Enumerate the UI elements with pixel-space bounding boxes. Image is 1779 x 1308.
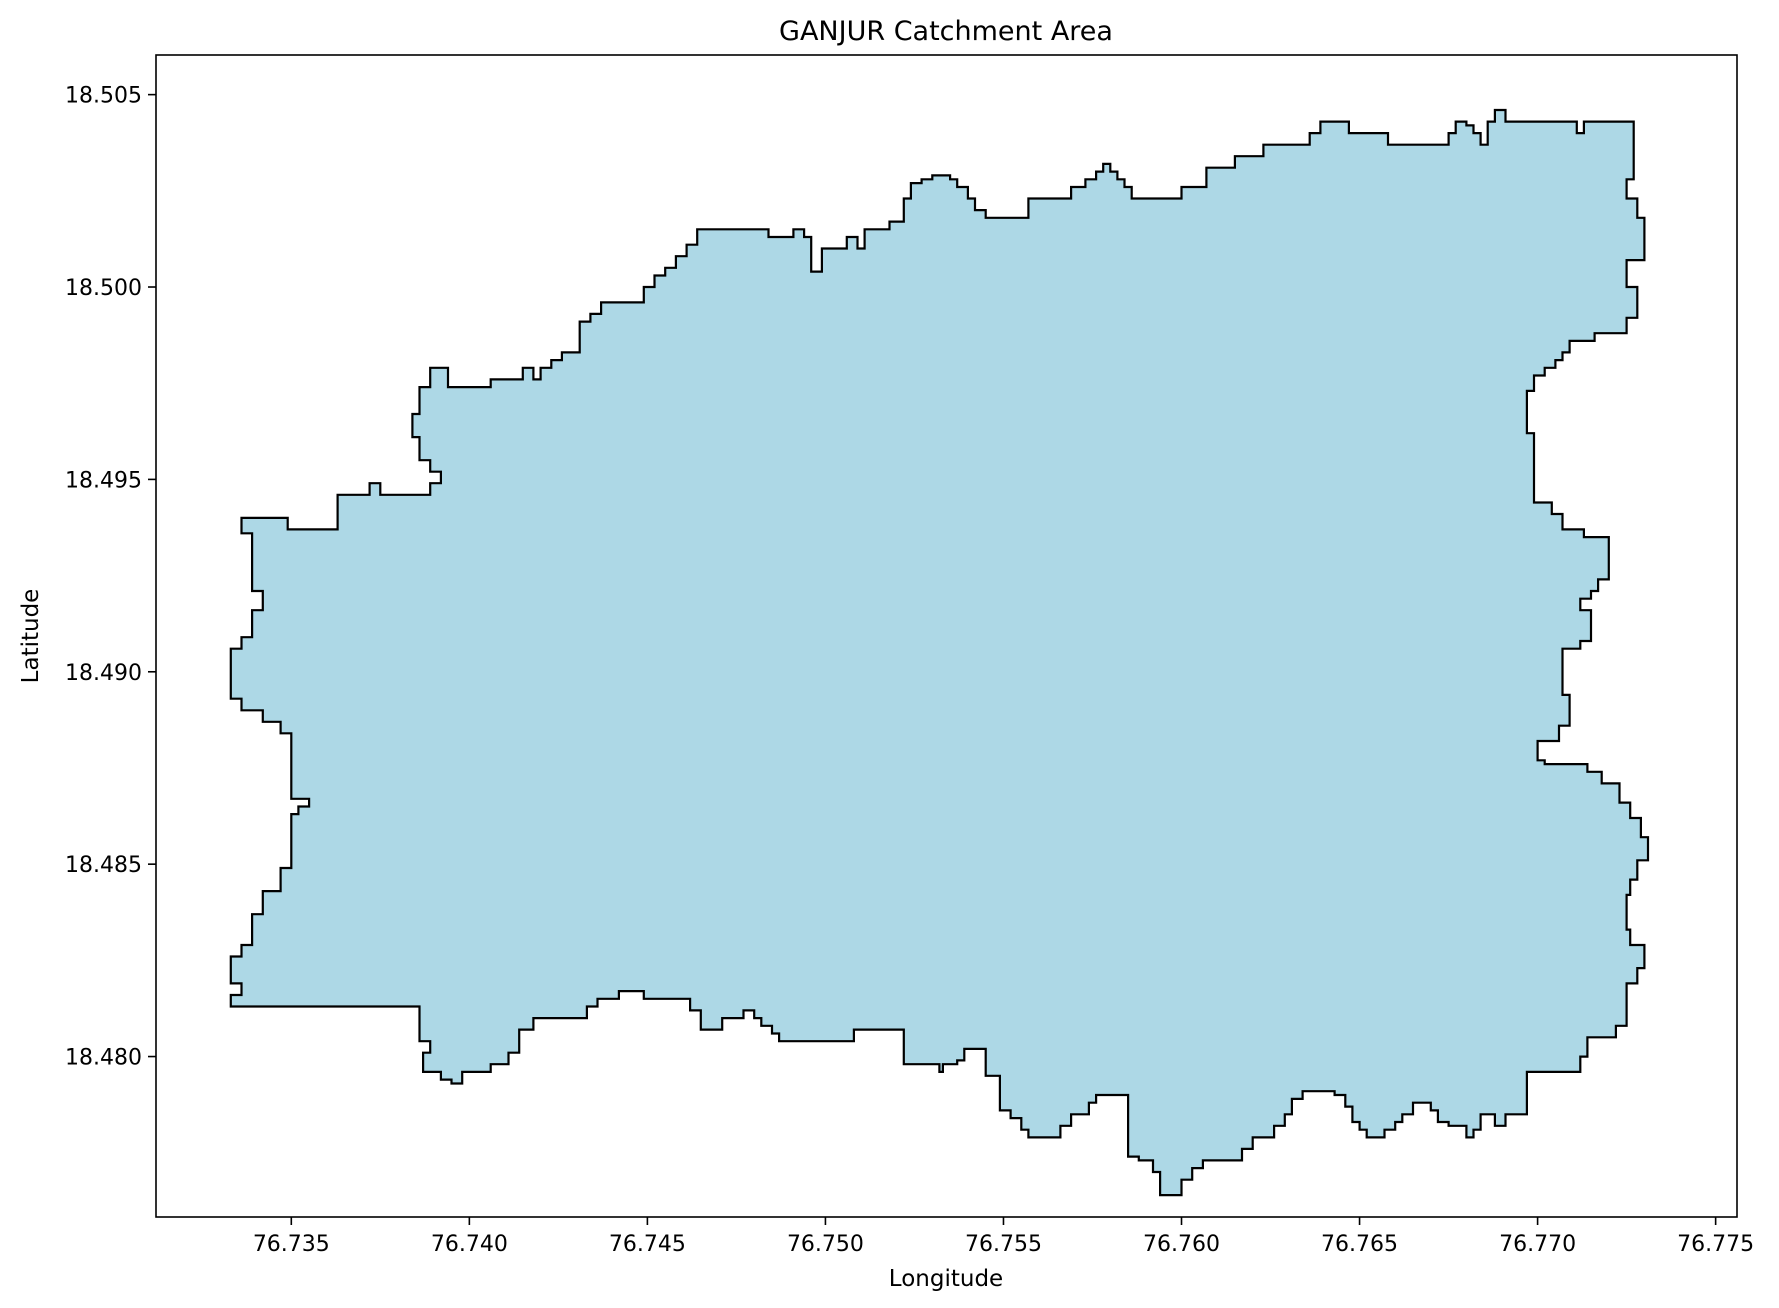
y-tick-label: 18.495 [65, 468, 142, 493]
axes-frame [155, 54, 1738, 1218]
y-axis-ticks: 18.480 18.485 18.490 18.495 18.500 18.505 [65, 84, 156, 1071]
x-tick-label: 76.770 [1499, 1232, 1576, 1257]
catchment-polygon [229, 108, 1650, 1197]
x-tick-label: 76.765 [1321, 1232, 1398, 1257]
x-tick-label: 76.760 [1143, 1232, 1220, 1257]
y-tick-label: 18.500 [65, 276, 142, 301]
plot-area [229, 108, 1650, 1197]
y-axis-label: Latitude [18, 589, 44, 684]
chart-title: GANJUR Catchment Area [779, 16, 1113, 47]
x-tick-label: 76.740 [431, 1232, 508, 1257]
y-tick-label: 18.505 [65, 84, 142, 109]
x-axis-label: Longitude [889, 1266, 1003, 1292]
x-tick-label: 76.745 [609, 1232, 686, 1257]
x-tick-label: 76.735 [253, 1232, 330, 1257]
x-tick-label: 76.755 [965, 1232, 1042, 1257]
y-tick-label: 18.480 [65, 1046, 142, 1071]
x-axis-ticks: 76.735 76.740 76.745 76.750 76.755 76.760 76.7… [253, 1217, 1754, 1257]
x-tick-label: 76.750 [787, 1232, 864, 1257]
y-tick-label: 18.490 [65, 661, 142, 686]
y-tick-label: 18.485 [65, 853, 142, 878]
x-tick-label: 76.775 [1677, 1232, 1754, 1257]
